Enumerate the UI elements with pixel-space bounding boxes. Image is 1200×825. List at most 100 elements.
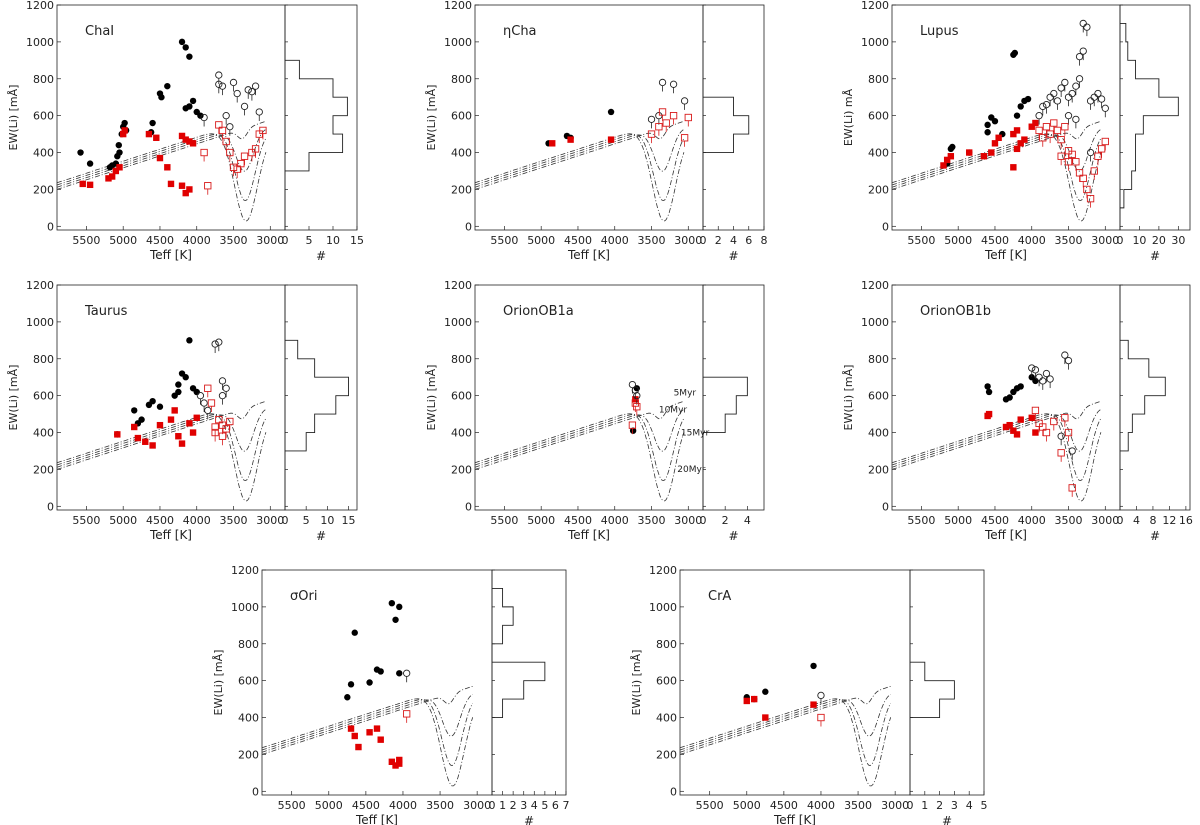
open-circle-point: [226, 123, 234, 131]
panel-4: 0 200 400 600 800 1000 1200 5500 5000 4500 4000 350…: [425, 279, 765, 543]
open-square-point: [1053, 126, 1062, 135]
open-circle-point: [1064, 93, 1073, 101]
filled-square-point: [175, 433, 182, 440]
filled-square-point: [549, 140, 556, 147]
open-square-point: [1061, 123, 1069, 131]
filled-square-point: [1013, 431, 1021, 438]
open-circle-point: [1090, 93, 1098, 101]
open-circle-point: [655, 112, 663, 120]
x-tick-label: 5000: [315, 799, 343, 812]
y-axis-label: EW(Li) [mÅ]: [630, 650, 643, 716]
isochrone-0: [56, 120, 267, 190]
isochrone-0: [474, 400, 685, 470]
filled-circle-point: [633, 385, 641, 392]
open-square-point: [1035, 419, 1043, 427]
hist-x-tick-label: 0: [489, 799, 496, 812]
open-square-point: [1079, 174, 1087, 183]
filled-square-point: [171, 407, 178, 414]
open-square-point: [200, 148, 208, 157]
open-square-point: [1050, 417, 1058, 426]
open-square-point: [233, 165, 241, 173]
filled-square-point: [632, 396, 639, 403]
hist-x-tick-label: 0: [1117, 514, 1124, 527]
hist-x-tick-label: 10: [326, 234, 340, 247]
y-tick-label: 1200: [444, 279, 472, 292]
filled-circle-point: [182, 374, 189, 381]
filled-circle-point: [984, 129, 991, 136]
open-circle-point: [1072, 115, 1080, 123]
filled-square-point: [149, 442, 156, 449]
open-square-point: [211, 423, 219, 431]
open-circle-point: [1046, 375, 1054, 383]
open-square-point: [1057, 449, 1065, 457]
open-circle-point: [196, 392, 205, 400]
filled-square-point: [178, 440, 186, 447]
open-circle-point: [200, 113, 208, 122]
open-square-point: [1039, 134, 1047, 142]
open-circle-point: [1053, 97, 1062, 105]
hist-axis-label: #: [316, 249, 326, 263]
filled-circle-point: [344, 694, 351, 701]
open-circle-point: [251, 82, 260, 90]
x-tick-label: 4500: [770, 799, 798, 812]
filled-circle-point: [377, 668, 384, 675]
filled-square-point: [810, 701, 817, 708]
hist-x-tick-label: 12: [1162, 514, 1176, 527]
x-tick-label: 4000: [389, 799, 417, 812]
isochrone-0: [474, 120, 685, 190]
histogram-steps: [284, 41, 348, 172]
open-circle-point: [1057, 432, 1065, 440]
filled-square-point: [940, 162, 947, 169]
open-square-point: [1064, 428, 1073, 437]
y-tick-label: 800: [868, 353, 889, 366]
x-tick-label: 3000: [674, 234, 702, 247]
filled-square-point: [167, 180, 175, 188]
open-square-point: [226, 148, 234, 157]
hist-x-tick-label: 2: [722, 514, 729, 527]
filled-square-point: [1013, 127, 1021, 134]
open-square-point: [1090, 167, 1098, 175]
filled-circle-point: [984, 121, 991, 129]
x-axis-label: Teff [K]: [567, 528, 610, 542]
filled-circle-point: [186, 53, 193, 60]
x-tick-label: 4000: [807, 799, 835, 812]
x-tick-label: 5500: [490, 514, 518, 527]
x-tick-label: 4500: [352, 799, 380, 812]
histogram-frame: [1119, 4, 1191, 231]
filled-square-point: [178, 132, 186, 140]
filled-circle-point: [193, 388, 200, 396]
open-square-point: [237, 159, 245, 168]
filled-circle-point: [1017, 383, 1024, 390]
open-square-point: [1094, 152, 1102, 160]
y-tick-label: 0: [882, 220, 889, 233]
filled-circle-point: [189, 97, 197, 105]
hist-x-tick-label: 6: [745, 234, 752, 247]
hist-x-tick-label: 1: [921, 799, 928, 812]
open-circle-point: [1072, 82, 1080, 90]
x-tick-label: 4000: [183, 514, 211, 527]
x-tick-label: 5500: [72, 234, 100, 247]
y-tick-label: 0: [465, 220, 472, 233]
isochrone-0: [891, 120, 1102, 190]
open-square-point: [631, 399, 639, 407]
open-circle-point: [1061, 351, 1069, 359]
x-tick-label: 3500: [220, 234, 248, 247]
x-tick-label: 3500: [1055, 234, 1083, 247]
y-tick-label: 0: [465, 500, 472, 513]
hist-x-tick-label: 0: [907, 799, 914, 812]
histogram-frame: [284, 284, 358, 511]
filled-square-point: [388, 758, 396, 766]
open-square-point: [1101, 137, 1109, 146]
hist-x-tick-label: 5: [303, 514, 310, 527]
isochrone-0: [56, 400, 267, 470]
isochrone-label: 20Myr: [677, 465, 706, 475]
x-tick-label: 5500: [490, 234, 518, 247]
isochrone-2: [261, 699, 474, 767]
hist-x-tick-label: 15: [350, 234, 364, 247]
filled-square-point: [156, 421, 164, 429]
open-circle-point: [215, 71, 223, 79]
open-circle-point: [647, 115, 656, 123]
open-square-point: [222, 137, 230, 146]
hist-axis-label: #: [728, 529, 738, 543]
filled-square-point: [355, 743, 362, 751]
